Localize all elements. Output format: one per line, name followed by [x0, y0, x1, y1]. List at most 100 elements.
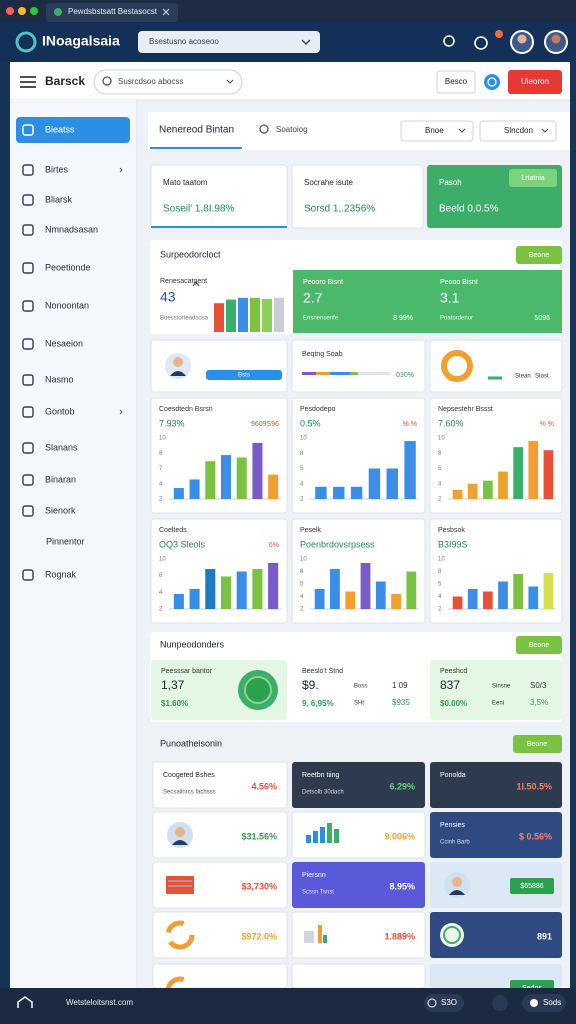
footer-icon[interactable]: [492, 995, 508, 1011]
footer-pill[interactable]: [522, 994, 566, 1012]
chart-card: [429, 397, 563, 514]
tab-active[interactable]: Nenereod Bintan: [159, 125, 234, 136]
bar: [268, 563, 279, 609]
sidebar-item[interactable]: Rognak: [45, 569, 77, 579]
bar: [467, 589, 478, 609]
browser-tab[interactable]: [46, 3, 178, 22]
y-tick-label: 4: [300, 594, 304, 600]
sidebar-item[interactable]: Bliarsk: [45, 194, 73, 204]
sidebar-item[interactable]: Peoetionde: [45, 262, 91, 272]
bar: [262, 298, 272, 332]
icon-bar: [334, 829, 339, 843]
chart-stat: 7.60%: [438, 418, 464, 428]
kpi-button[interactable]: [509, 169, 557, 187]
tile: [291, 911, 426, 959]
sidebar-item[interactable]: Nesaeion: [45, 338, 83, 348]
sidebar-item[interactable]: Binaran: [45, 474, 76, 484]
bar: [452, 489, 463, 499]
donut: [165, 920, 195, 950]
bar: [220, 455, 232, 499]
sidebar-item[interactable]: Slanans: [45, 442, 78, 452]
section-button[interactable]: [513, 735, 562, 753]
header-select[interactable]: [138, 31, 320, 53]
icon-bar: [306, 835, 311, 843]
bar: [350, 486, 363, 499]
sidebar-icon: [22, 262, 34, 274]
section-button-label[interactable]: Beone: [529, 252, 549, 259]
tile-label: Piersnn: [302, 872, 326, 879]
tile-button[interactable]: [510, 878, 554, 894]
button[interactable]: [436, 70, 476, 94]
section-button-label[interactable]: Beone: [527, 741, 547, 748]
tile-label: Pensies: [440, 822, 465, 829]
brand-logo: [15, 31, 37, 53]
sidebar-icon: [22, 406, 34, 418]
sidebar-item[interactable]: Nmnadsasan: [45, 224, 98, 234]
profile-button[interactable]: [206, 370, 282, 380]
section-button[interactable]: [516, 636, 562, 654]
filter-label[interactable]: Slncdon: [504, 126, 533, 135]
footer-item[interactable]: Sods: [543, 998, 561, 1007]
search-box[interactable]: [93, 69, 243, 95]
kpi-label: Mato taatom: [163, 178, 208, 187]
tile-sub: Scssn Tsnst: [302, 890, 334, 896]
stat-pct: 9, 6,95%: [302, 699, 334, 708]
kpi-button-label[interactable]: Lrtatnia: [521, 175, 544, 182]
filter-label[interactable]: Bnoe: [425, 126, 444, 135]
bar: [528, 441, 539, 499]
sidebar-item[interactable]: Gontob: [45, 406, 75, 416]
icon-button[interactable]: [484, 74, 500, 90]
y-tick-label: 10: [300, 557, 307, 563]
bar: [483, 591, 493, 609]
bar: [274, 297, 284, 332]
tab-close[interactable]: [162, 8, 170, 16]
filter-button[interactable]: [400, 120, 474, 142]
primary-button[interactable]: [508, 70, 562, 94]
bell-icon[interactable]: [443, 35, 455, 47]
stat-card: [430, 660, 562, 720]
icon-box: [304, 931, 314, 943]
sidebar-icon: [22, 505, 34, 517]
progress-segment: [350, 372, 358, 375]
bar: [315, 486, 327, 499]
footer-pill[interactable]: [424, 994, 464, 1012]
chart-stat-secondary: 9609S96: [251, 421, 279, 428]
stat-value: 2.7: [303, 290, 323, 306]
donut-center: [244, 676, 272, 704]
sidebar-item[interactable]: Birtes: [45, 164, 69, 174]
sidebar-item[interactable]: Nonoontan: [45, 300, 89, 310]
tile: [152, 761, 288, 809]
bar: [205, 461, 216, 499]
section-button[interactable]: [516, 246, 562, 264]
tile: [291, 963, 426, 989]
tile: [292, 862, 425, 908]
chart-card: [150, 518, 288, 624]
tile-button-label[interactable]: $65886: [520, 883, 543, 890]
summary-stats: [293, 270, 562, 333]
footer-item[interactable]: S3O: [441, 998, 457, 1007]
sidebar-item[interactable]: Sienork: [45, 505, 76, 515]
search-icon: [259, 124, 269, 134]
game-icon[interactable]: [474, 36, 488, 50]
sidebar-item[interactable]: Nasmo: [45, 374, 74, 384]
primary-button-label[interactable]: Uieoron: [521, 77, 549, 86]
bar: [360, 563, 371, 609]
sidebar-item-active[interactable]: [16, 117, 130, 143]
stat-value: $9.: [302, 678, 319, 692]
tile: [430, 812, 562, 858]
sidebar-item[interactable]: Bieatss: [45, 124, 75, 134]
flag-icon: [166, 876, 194, 894]
tile: [292, 762, 425, 808]
profile-button-label[interactable]: Bsts: [238, 373, 250, 379]
tab-search[interactable]: Soatoiog: [276, 125, 308, 134]
filter-button[interactable]: [479, 120, 557, 142]
y-tick-label: 2: [438, 607, 442, 613]
sidebar-item[interactable]: Pinnentor: [46, 536, 85, 546]
section-button-label[interactable]: Beone: [529, 642, 549, 649]
chevron: [458, 128, 466, 133]
section-title: Surpeodorcloct: [160, 249, 221, 259]
button-label[interactable]: Besco: [445, 77, 468, 86]
y-tick-label: 4: [438, 594, 442, 600]
stat-label: Peooo Bisnt: [440, 279, 478, 286]
widget-label: Beqtng Soab: [302, 351, 343, 358]
